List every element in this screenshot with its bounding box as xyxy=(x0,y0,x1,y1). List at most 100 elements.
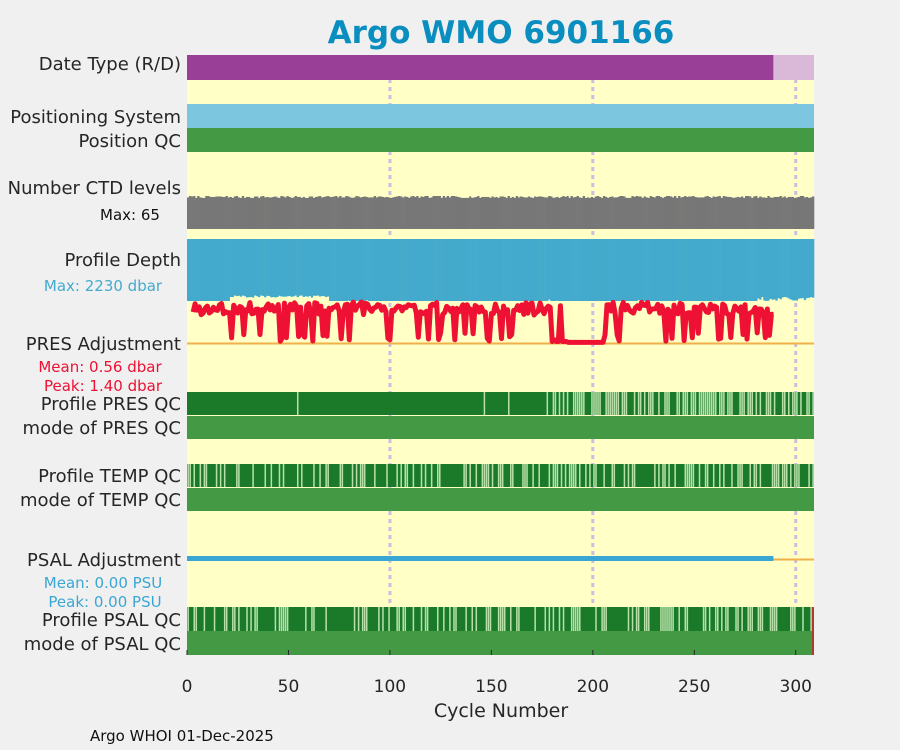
profile-depth-bar xyxy=(367,239,370,301)
profile-pres-qc-light-cycle xyxy=(648,392,650,415)
profile-depth-bar xyxy=(345,239,348,301)
profile-depth-bar xyxy=(373,239,377,301)
ctd-levels-bar xyxy=(229,196,232,229)
profile-depth-bar xyxy=(730,239,734,301)
profile-depth-bar xyxy=(462,239,466,301)
profile-depth-bar xyxy=(398,239,401,301)
profile-psal-qc-light-cycle xyxy=(684,607,687,631)
profile-depth-bar xyxy=(440,239,443,301)
ctd-levels-bar xyxy=(613,197,616,229)
profile-psal-qc-light-cycle xyxy=(757,607,760,631)
profile-depth-bar xyxy=(495,239,498,301)
ctd-levels-bar xyxy=(570,196,573,229)
profile-pres-qc-light-cycle xyxy=(558,392,561,415)
profile-psal-qc-light-cycle xyxy=(518,607,520,631)
ctd-levels-bar xyxy=(637,196,640,229)
ctd-levels-bar xyxy=(511,196,514,229)
positioning-band xyxy=(187,104,814,128)
ctd-levels-bar xyxy=(393,196,397,229)
profile-depth-bar xyxy=(558,239,561,301)
profile-depth-bar xyxy=(797,239,801,299)
ctd-levels-bar xyxy=(308,196,312,229)
ctd-levels-bar xyxy=(351,197,354,229)
profile-psal-qc-light-cycle xyxy=(396,607,398,631)
ctd-levels-bar xyxy=(365,196,368,229)
row-label-profile-depth: Profile Depth xyxy=(64,250,181,271)
profile-psal-qc-light-cycle xyxy=(749,607,751,631)
profile-temp-qc-light-cycle xyxy=(475,464,478,487)
ctd-levels-bar xyxy=(286,196,289,229)
profile-psal-qc-light-cycle xyxy=(426,607,429,631)
profile-temp-qc-light-cycle xyxy=(658,464,660,487)
profile-depth-bar xyxy=(335,239,338,301)
profile-psal-qc-light-cycle xyxy=(193,607,196,631)
ctd-levels-bar xyxy=(594,196,598,229)
profile-temp-qc-light-cycle xyxy=(794,464,796,487)
ctd-levels-bar xyxy=(312,197,316,229)
profile-depth-bar xyxy=(588,239,592,301)
profile-temp-qc-light-cycle xyxy=(351,464,354,487)
profile-depth-bar xyxy=(450,239,454,301)
row-label-profile-pres-qc: Profile PRES QC xyxy=(41,394,181,415)
profile-temp-qc-light-cycle xyxy=(611,464,614,487)
profile-depth-bar xyxy=(643,239,646,301)
profile-depth-bar xyxy=(193,239,196,301)
profile-temp-qc-light-cycle xyxy=(264,464,267,487)
profile-psal-qc-light-cycle xyxy=(548,607,551,631)
ctd-levels-bar xyxy=(556,196,559,229)
profile-psal-qc-light-cycle xyxy=(605,607,607,631)
profile-psal-qc-light-cycle xyxy=(195,607,198,631)
ctd-levels-bar xyxy=(477,196,480,229)
profile-depth-bar xyxy=(268,239,271,297)
ctd-levels-bar xyxy=(586,197,590,229)
profile-depth-bar xyxy=(361,239,364,301)
ctd-levels-bar xyxy=(396,196,399,229)
profile-depth-bar xyxy=(221,239,224,301)
profile-depth-bar xyxy=(207,239,210,301)
ctd-levels-bar xyxy=(803,197,807,229)
profile-pres-qc-light-cycle xyxy=(684,392,687,415)
ctd-levels-bar xyxy=(448,197,452,229)
ctd-levels-bar xyxy=(643,196,646,229)
ctd-levels-bar xyxy=(694,196,697,229)
profile-temp-qc-light-cycle xyxy=(574,464,577,487)
ctd-levels-bar xyxy=(416,196,419,229)
profile-depth-bar xyxy=(645,239,648,301)
profile-depth-bar xyxy=(590,239,594,301)
profile-pres-qc-light-cycle xyxy=(706,392,709,415)
profile-depth-bar xyxy=(282,239,285,297)
ctd-levels-bar xyxy=(278,197,281,229)
row-label-mode-temp-qc: mode of TEMP QC xyxy=(20,490,181,511)
profile-temp-qc-light-cycle xyxy=(420,464,423,487)
profile-pres-qc-light-cycle xyxy=(579,392,581,415)
ctd-levels-bar xyxy=(787,196,790,229)
ctd-levels-bar xyxy=(367,197,370,229)
profile-depth-bar xyxy=(625,239,628,301)
ctd-levels-bar xyxy=(237,197,241,229)
profile-temp-qc-light-cycle xyxy=(777,464,780,487)
profile-psal-qc-light-cycle xyxy=(313,607,315,631)
ctd-levels-bar xyxy=(418,197,421,229)
ctd-levels-bar xyxy=(371,197,374,229)
profile-psal-qc-light-cycle xyxy=(361,607,364,631)
profile-depth-bar xyxy=(507,239,510,301)
ctd-levels-bar xyxy=(566,196,569,229)
profile-psal-qc-light-cycle xyxy=(672,607,674,631)
profile-depth-bar xyxy=(483,239,486,301)
ctd-levels-bar xyxy=(434,196,437,229)
profile-pres-qc-light-cycle xyxy=(676,392,678,415)
profile-pres-qc-light-cycle xyxy=(666,392,668,415)
profile-temp-qc-light-cycle xyxy=(706,464,709,487)
ctd-levels-bar xyxy=(641,197,644,229)
ctd-levels-bar xyxy=(341,197,344,229)
ctd-levels-bar xyxy=(215,196,218,229)
ctd-levels-bar xyxy=(757,197,760,229)
profile-depth-bar xyxy=(700,239,703,301)
profile-psal-qc-light-cycle xyxy=(487,607,490,631)
profile-depth-bar xyxy=(471,239,474,301)
ctd-levels-bar xyxy=(284,197,287,229)
ctd-levels-bar xyxy=(740,196,744,229)
profile-depth-bar xyxy=(420,239,423,301)
ctd-levels-bar xyxy=(353,197,356,229)
profile-psal-qc-light-cycle xyxy=(305,607,307,631)
